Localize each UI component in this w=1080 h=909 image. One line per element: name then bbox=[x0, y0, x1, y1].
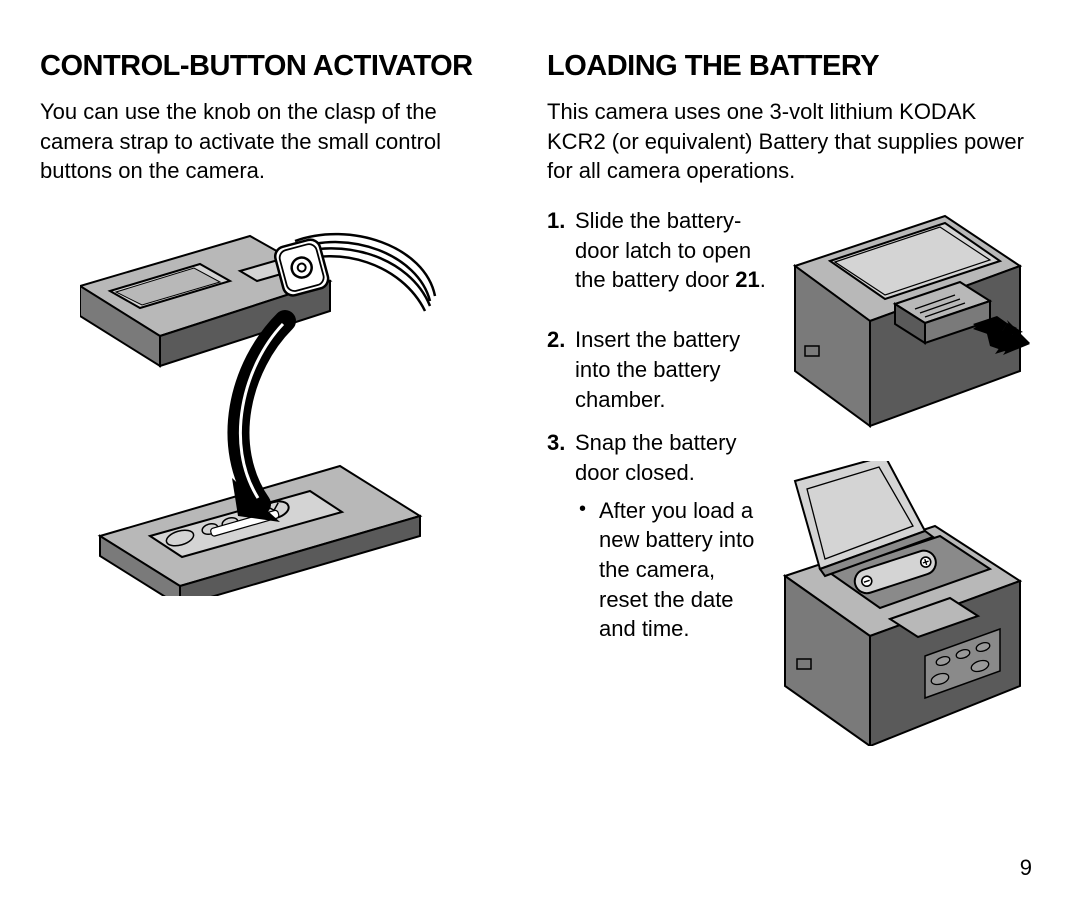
step-3-bullet: After you load a new battery into the ca… bbox=[575, 496, 767, 644]
right-column: LOADING THE BATTERY This camera uses one… bbox=[547, 50, 1040, 879]
steps-row: Slide the battery-door latch to open the… bbox=[547, 206, 1040, 746]
page-number: 9 bbox=[1020, 855, 1032, 881]
left-body: You can use the knob on the clasp of the… bbox=[40, 97, 507, 186]
left-heading: CONTROL-BUTTON ACTIVATOR bbox=[40, 50, 507, 83]
right-heading: LOADING THE BATTERY bbox=[547, 50, 1040, 83]
right-intro: This camera uses one 3-volt lithium KODA… bbox=[547, 97, 1040, 186]
step-3: Snap the battery door closed. After you … bbox=[547, 428, 767, 644]
step-2: Insert the battery into the battery cham… bbox=[547, 325, 767, 414]
control-button-activator-figure bbox=[80, 216, 507, 596]
battery-door-open-figure bbox=[775, 461, 1030, 746]
step-1: Slide the battery-door latch to open the… bbox=[547, 206, 767, 295]
steps-figures bbox=[767, 206, 1040, 746]
page-content: CONTROL-BUTTON ACTIVATOR You can use the… bbox=[40, 50, 1040, 879]
left-column: CONTROL-BUTTON ACTIVATOR You can use the… bbox=[40, 50, 507, 879]
steps-text: Slide the battery-door latch to open the… bbox=[547, 206, 767, 746]
battery-door-latch-figure bbox=[785, 206, 1030, 431]
